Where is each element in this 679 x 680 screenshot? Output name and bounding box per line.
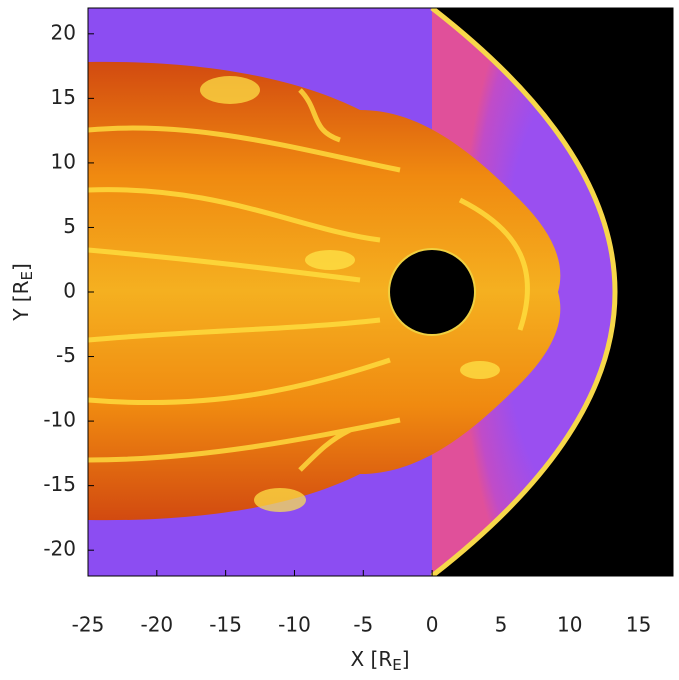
x-tick-label: -10 bbox=[278, 613, 311, 637]
page: X [RE] Y [RE] -25-20-15-10-5051015-20-15… bbox=[0, 0, 679, 680]
y-axis-label-sub: E bbox=[18, 271, 36, 280]
x-tick-label: 5 bbox=[495, 613, 508, 637]
x-axis-label-end: ] bbox=[402, 647, 410, 671]
x-tick-label: -15 bbox=[209, 613, 242, 637]
y-axis-label-main: Y [R bbox=[9, 280, 33, 321]
y-tick-label: -5 bbox=[56, 343, 76, 367]
x-axis-label-sub: E bbox=[392, 656, 401, 674]
y-axis-label-end: ] bbox=[9, 263, 33, 271]
y-tick-label: 10 bbox=[51, 149, 76, 173]
x-axis-label: X [RE] bbox=[350, 647, 409, 674]
chart: X [RE] Y [RE] -25-20-15-10-5051015-20-15… bbox=[0, 0, 679, 676]
y-tick-label: -10 bbox=[43, 408, 76, 432]
y-tick-label: 15 bbox=[51, 85, 76, 109]
plot-image bbox=[88, 8, 679, 576]
y-tick-label: 20 bbox=[51, 20, 76, 44]
x-tick-label: 0 bbox=[426, 613, 439, 637]
y-tick-label: 0 bbox=[63, 279, 76, 303]
y-tick-label: -20 bbox=[43, 537, 76, 561]
y-axis-label: Y [RE] bbox=[9, 263, 36, 322]
y-tick-label: 5 bbox=[63, 214, 76, 238]
x-tick-label: -5 bbox=[353, 613, 373, 637]
y-tick-label: -15 bbox=[43, 472, 76, 496]
x-tick-label: 10 bbox=[557, 613, 582, 637]
x-tick-label: 15 bbox=[626, 613, 651, 637]
x-axis-label-main: X [R bbox=[350, 647, 392, 671]
x-tick-label: -20 bbox=[140, 613, 173, 637]
x-tick-label: -25 bbox=[72, 613, 105, 637]
planet bbox=[390, 250, 474, 334]
